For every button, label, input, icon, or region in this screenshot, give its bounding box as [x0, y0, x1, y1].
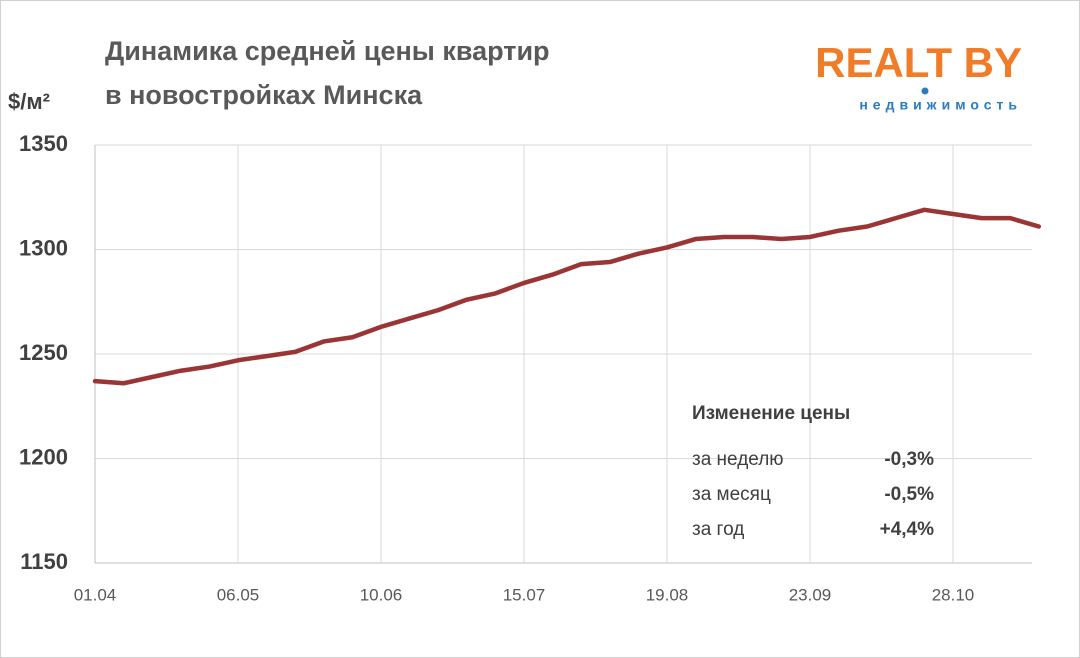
x-tick-label: 01.04 — [74, 585, 117, 604]
x-tick-label: 15.07 — [503, 585, 546, 604]
annotation-label: за год — [692, 519, 744, 540]
logo: REALT BY — [815, 39, 1022, 86]
annotation-value: -0,3% — [884, 449, 934, 470]
x-tick-label: 06.05 — [217, 585, 260, 604]
annotation-title: Изменение цены — [692, 403, 850, 424]
y-axis-label: $/м² — [8, 89, 50, 114]
x-tick-label: 23.09 — [789, 585, 832, 604]
y-tick-label: 1300 — [19, 235, 68, 260]
y-tick-label: 1150 — [20, 549, 68, 574]
y-tick-label: 1250 — [19, 340, 68, 365]
annotation-value: -0,5% — [884, 484, 934, 505]
logo-dot — [921, 87, 929, 95]
y-tick-label: 1200 — [19, 444, 68, 469]
logo-tagline: недвижимость — [859, 97, 1022, 113]
x-tick-label: 10.06 — [360, 585, 403, 604]
y-tick-label: 1350 — [19, 131, 68, 156]
annotation-value: +4,4% — [880, 519, 935, 540]
x-tick-label: 28.10 — [932, 585, 975, 604]
data-line — [92, 207, 1042, 386]
annotation-label: за месяц — [692, 484, 771, 505]
x-tick-label: 19.08 — [646, 585, 689, 604]
chart-subtitle: в новостройках Минска — [105, 80, 423, 110]
chart-title: Динамика средней цены квартир — [105, 36, 550, 66]
annotation-label: за неделю — [692, 449, 784, 470]
